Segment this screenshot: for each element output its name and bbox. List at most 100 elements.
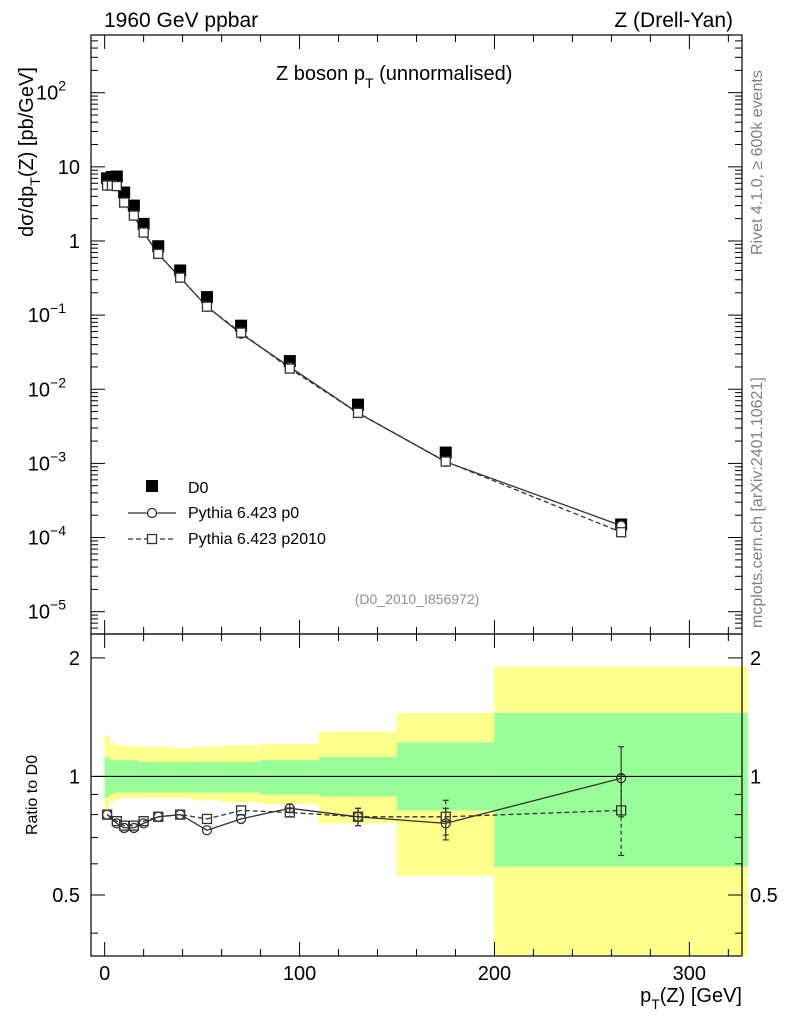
ratio-band-inner <box>221 761 261 793</box>
ratio-marker-p2010 <box>153 811 164 822</box>
ratio-band-inner <box>192 761 222 793</box>
ratio-band-inner <box>109 760 115 795</box>
main-marker-p2010 <box>175 272 186 283</box>
legend-marker-p0 <box>146 507 158 519</box>
legend-marker-d0 <box>146 480 158 492</box>
ratio-y-tick-label-right: 2 <box>750 648 761 670</box>
main-data-point-d0 <box>137 217 150 230</box>
main-marker-p2010 <box>138 227 149 238</box>
header-right-label: Z (Drell-Yan) <box>614 9 733 32</box>
analysis-id-annotation: (D0_2010_I856972) <box>355 591 480 607</box>
main-y-tick-label: 102 <box>36 78 66 105</box>
ratio-marker-p2010 <box>235 805 247 816</box>
ratio-x-axis-label-part2: (Z) [GeV] <box>660 985 742 1007</box>
main-y-tick-label-base: 1 <box>69 231 80 253</box>
ratio-x-axis-label: pT(Z) [GeV] <box>640 985 742 1012</box>
legend-label-p2010: Pythia 6.423 p2010 <box>188 531 326 548</box>
ratio-y-axis-label: Ratio to D0 <box>24 755 41 835</box>
main-marker-p2010 <box>352 407 364 419</box>
ratio-x-axis-label-sub: T <box>651 996 660 1012</box>
main-y-tick-label: 10−2 <box>28 374 66 401</box>
ratio-marker-p2010 <box>138 816 149 827</box>
ratio-marker-p2010 <box>175 809 186 820</box>
main-series-line-p0 <box>107 184 622 527</box>
ratio-x-axis-label-part1: p <box>640 985 651 1007</box>
main-marker-p2010 <box>128 210 140 221</box>
main-marker-p2010 <box>118 197 130 208</box>
legend: D0 Pythia 6.423 p0 Pythia 6.423 p2010 <box>128 480 326 548</box>
ratio-x-tick-label: 300 <box>673 963 706 985</box>
ratio-x-tick-label: 100 <box>283 963 316 985</box>
ratio-band-inner <box>104 757 110 798</box>
main-data-point-d0 <box>439 446 452 459</box>
ratio-marker-p2010 <box>352 811 364 822</box>
main-y-tick-label: 10−1 <box>28 300 66 327</box>
ratio-plot-frame <box>90 633 743 957</box>
ratio-band-inner <box>260 760 320 795</box>
ratio-marker-p0 <box>101 809 113 820</box>
main-marker-p2010 <box>201 301 213 312</box>
ratio-marker-p2010 <box>128 820 140 831</box>
main-y-tick-label-base: 10 <box>28 305 50 327</box>
main-y-axis-label-part1: dσ/dp <box>16 186 38 237</box>
main-y-tick-label-exponent: −3 <box>50 448 66 464</box>
ratio-marker-p2010 <box>616 805 627 816</box>
main-data-point-d0 <box>110 170 123 183</box>
main-y-tick-label-exponent: −1 <box>50 300 66 316</box>
ratio-x-tick-label: 200 <box>478 963 511 985</box>
main-data-point-d0 <box>200 291 213 304</box>
main-marker-p2010 <box>284 363 295 374</box>
main-y-tick-label: 10−5 <box>28 597 66 624</box>
ratio-y-tick-label-left: 1 <box>69 766 80 788</box>
side-label-rivet: Rivet 4.1.0, ≥ 600k events <box>749 70 766 255</box>
main-y-tick-label-base: 10 <box>28 453 50 475</box>
header-left-label: 1960 GeV ppbar <box>104 9 258 32</box>
main-y-tick-label: 10−3 <box>28 448 66 475</box>
main-data-point-d0 <box>352 398 365 411</box>
ratio-y-tick-label-left: 0.5 <box>52 885 80 907</box>
main-y-axis-label-part2: (Z) [pb/GeV] <box>16 67 38 177</box>
ratio-marker-p2010 <box>284 807 295 818</box>
main-marker-p2010 <box>111 180 122 192</box>
ratio-y-tick-label-right: 0.5 <box>750 885 778 907</box>
ratio-marker-p2010 <box>101 809 113 820</box>
main-marker-p2010 <box>616 527 627 538</box>
main-y-axis-label: dσ/dpT(Z) [pb/GeV] <box>16 67 43 237</box>
main-y-tick-label-exponent: 2 <box>58 78 66 94</box>
main-y-tick-label: 10 <box>58 157 80 179</box>
legend-label-p0: Pythia 6.423 p0 <box>188 505 299 522</box>
main-marker-p2010 <box>153 248 164 260</box>
main-marker-p2010 <box>440 456 451 467</box>
main-y-tick-label-base: 10 <box>28 379 50 401</box>
ratio-marker-p0 <box>201 825 213 836</box>
ratio-marker-p2010 <box>118 820 130 831</box>
main-plot-title-rest: (unnormalised) <box>374 63 513 85</box>
ratio-marker-p0 <box>440 818 451 829</box>
main-plot-title: Z boson pT (unnormalised) <box>276 63 512 91</box>
legend-label-d0: D0 <box>188 480 209 497</box>
main-y-tick-label-exponent: −2 <box>50 374 66 390</box>
main-y-tick-label-exponent: −4 <box>50 523 66 539</box>
main-plot-title-main: Z boson p <box>276 63 365 85</box>
ratio-band-inner <box>167 761 193 793</box>
main-y-tick-label-base: 10 <box>28 528 50 550</box>
ratio-band-inner <box>138 761 149 793</box>
main-y-tick-label-base: 10 <box>36 83 58 105</box>
main-y-tick-label-base: 10 <box>58 157 80 179</box>
ratio-y-tick-label-left: 2 <box>69 648 80 670</box>
ratio-band-inner <box>148 761 168 793</box>
main-data-point-d0 <box>127 199 140 212</box>
ratio-y-tick-label-right: 1 <box>750 766 761 788</box>
main-marker-p2010 <box>235 327 247 338</box>
main-y-tick-label-exponent: −5 <box>50 597 66 613</box>
main-y-tick-label: 1 <box>69 231 80 253</box>
ratio-marker-p2010 <box>440 811 451 822</box>
ratio-marker-p0 <box>616 773 627 784</box>
main-y-tick-label: 10−4 <box>28 523 66 550</box>
main-y-tick-label-base: 10 <box>28 602 50 624</box>
main-plot-title-sub: T <box>365 75 374 91</box>
ratio-marker-p2010 <box>201 813 213 825</box>
main-series-line-p2010 <box>107 184 622 533</box>
side-label-mcplots: mcplots.cern.ch [arXiv:2401.10621] <box>749 377 766 628</box>
